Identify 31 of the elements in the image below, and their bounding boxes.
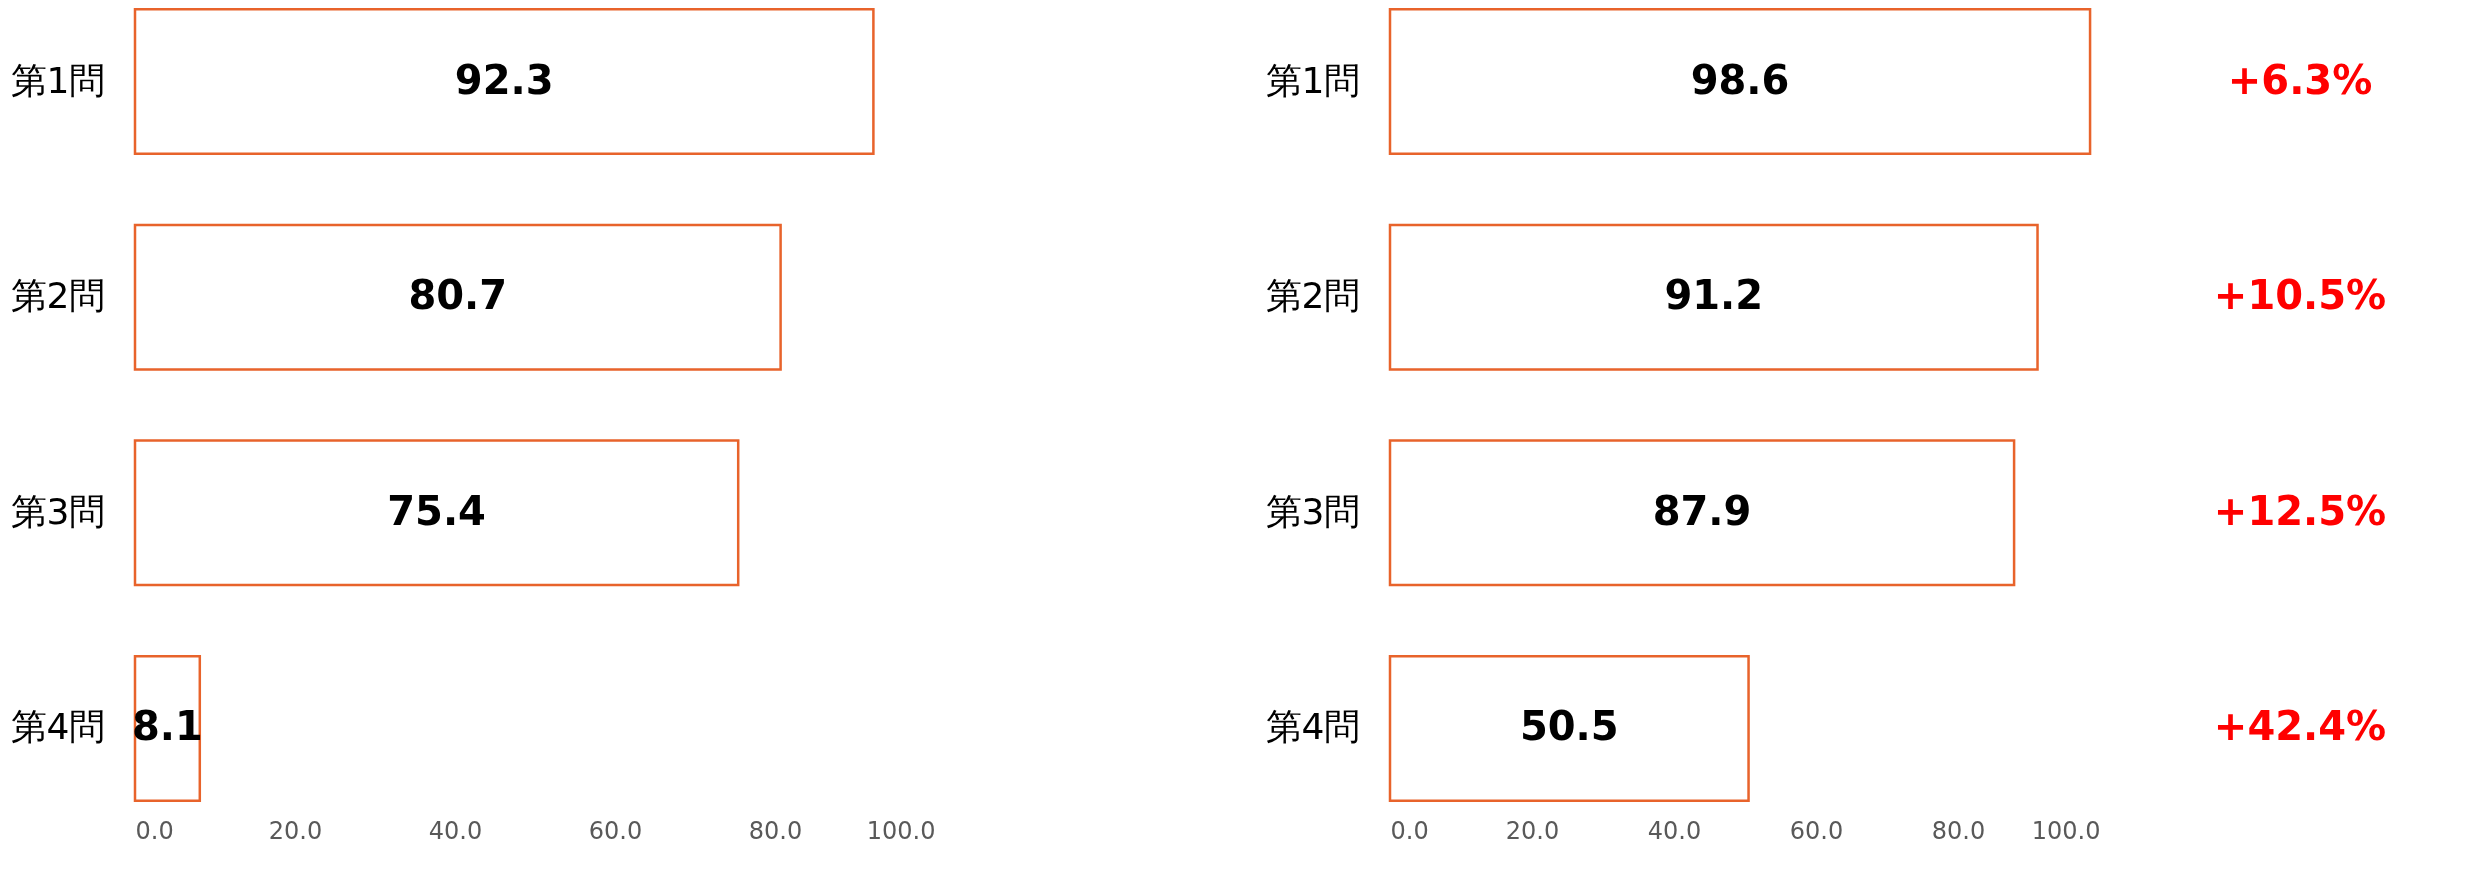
text: +10.5% <box>2213 272 2387 319</box>
y-tick-label: 第3問 <box>1265 490 1361 532</box>
data-label: 75.4 <box>387 487 486 534</box>
y-tick-label: 第3問 <box>10 490 106 532</box>
x-tick-label: 0.0 <box>1390 816 1429 845</box>
data-label: 87.9 <box>1652 487 1752 534</box>
data-label: 80.7 <box>408 272 508 319</box>
x-tick-label: 40.0 <box>428 816 483 845</box>
text: +6.3% <box>2227 56 2373 103</box>
x-tick-label: 100.0 <box>866 816 936 845</box>
x-tick-label: 80.0 <box>1931 816 1986 845</box>
x-tick-label: 60.0 <box>1789 816 1844 845</box>
x-tick-label: 20.0 <box>268 816 323 845</box>
x-tick-label: 100.0 <box>2031 816 2101 845</box>
x-tick-label: 80.0 <box>748 816 803 845</box>
data-label: 50.5 <box>1519 703 1619 750</box>
y-tick-label: 第4問 <box>10 706 106 748</box>
y-tick-label: 第2問 <box>1265 275 1361 317</box>
x-tick-label: 40.0 <box>1647 816 1702 845</box>
text: +12.5% <box>2213 487 2387 534</box>
x-tick-label: 20.0 <box>1505 816 1560 845</box>
y-tick-label: 第2問 <box>10 275 106 317</box>
x-tick-label: 0.0 <box>135 816 174 845</box>
data-label: 92.3 <box>454 56 554 103</box>
y-tick-label: 第1問 <box>1265 59 1361 101</box>
y-tick-label: 第1問 <box>10 59 106 101</box>
data-label: 98.6 <box>1690 56 1790 103</box>
text: +42.4% <box>2213 703 2387 750</box>
data-label: 91.2 <box>1664 272 1764 319</box>
y-tick-label: 第4問 <box>1265 706 1361 748</box>
x-tick-label: 60.0 <box>588 816 643 845</box>
